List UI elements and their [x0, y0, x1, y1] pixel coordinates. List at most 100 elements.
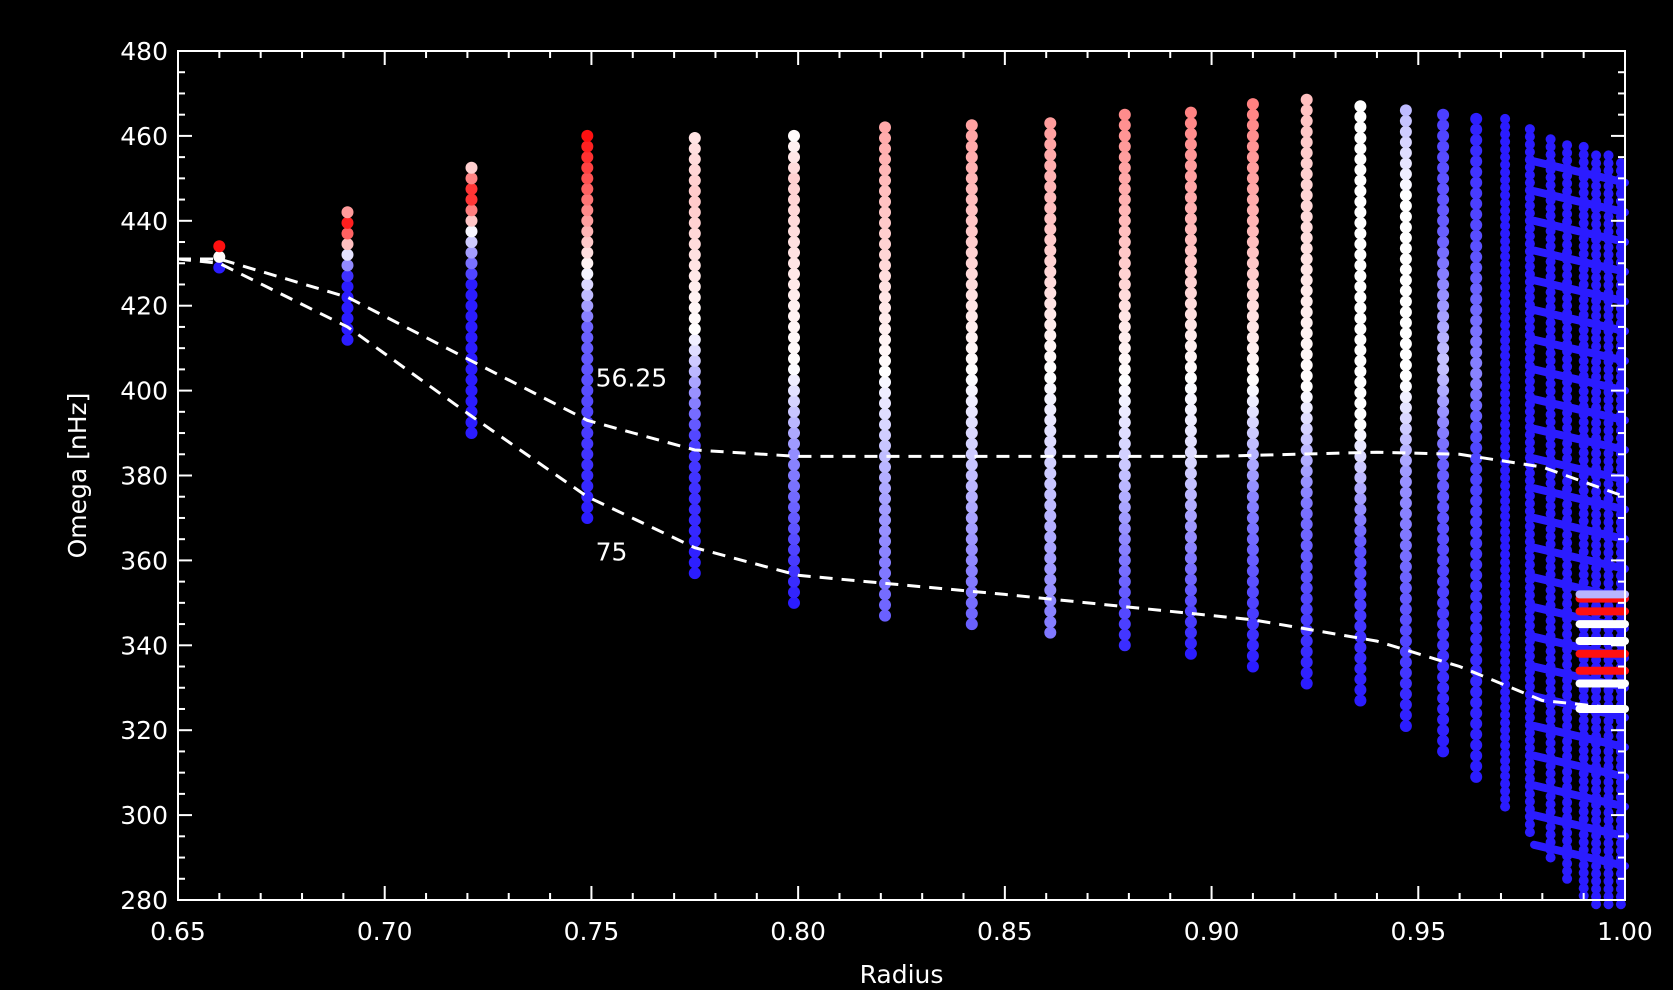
data-point	[1118, 458, 1131, 471]
data-point	[1354, 482, 1367, 495]
data-point	[1615, 547, 1626, 558]
data-point	[1118, 236, 1131, 248]
data-point	[1118, 151, 1131, 164]
surface-streak	[1530, 276, 1629, 306]
data-point	[1562, 682, 1573, 693]
data-point	[465, 427, 478, 439]
data-point	[1399, 327, 1412, 340]
data-point	[688, 238, 701, 251]
data-point	[1354, 545, 1367, 558]
data-point	[688, 153, 701, 166]
data-point	[465, 236, 478, 248]
data-point	[1591, 242, 1602, 253]
data-point	[1603, 570, 1614, 581]
y-tick-labels: 280 300 320 340 360 380 400 420 440 460 480	[120, 37, 168, 915]
data-point	[1500, 740, 1511, 751]
data-point	[1300, 115, 1313, 127]
data-point	[788, 352, 800, 365]
data-point	[1524, 192, 1535, 203]
radius-column	[879, 121, 891, 622]
data-point	[1562, 147, 1573, 158]
data-point	[688, 185, 701, 198]
data-point	[788, 575, 800, 588]
data-point	[1603, 158, 1614, 169]
data-point	[1044, 138, 1057, 151]
data-point	[688, 461, 701, 473]
data-point	[1300, 475, 1313, 488]
data-point	[1470, 240, 1483, 253]
data-point	[1399, 231, 1412, 244]
data-point	[1500, 389, 1511, 399]
data-point	[1524, 796, 1535, 807]
data-point	[1615, 372, 1626, 382]
data-point	[965, 342, 978, 355]
data-point	[1524, 231, 1535, 242]
data-point	[1354, 323, 1367, 335]
data-point	[1545, 355, 1556, 366]
data-point	[1500, 136, 1511, 147]
data-point	[788, 554, 800, 567]
data-point	[581, 427, 594, 439]
data-point	[965, 554, 978, 567]
data-point	[1562, 858, 1573, 869]
data-point	[1246, 289, 1259, 302]
data-point	[581, 299, 594, 312]
data-point	[965, 596, 978, 609]
data-point	[1500, 641, 1511, 652]
surface-streak	[1530, 187, 1629, 217]
data-point	[1044, 329, 1057, 342]
data-point	[965, 458, 978, 471]
data-point	[965, 480, 978, 493]
data-point	[1470, 558, 1483, 571]
data-point	[1603, 509, 1614, 520]
radius-column	[1545, 134, 1556, 863]
data-point	[1591, 692, 1602, 703]
data-point	[1578, 363, 1589, 374]
data-point	[1437, 257, 1450, 270]
data-point	[1615, 524, 1626, 535]
data-point	[1591, 777, 1602, 787]
data-point	[1399, 263, 1412, 276]
data-point	[788, 458, 800, 471]
data-point	[1437, 660, 1450, 673]
data-point	[1246, 405, 1259, 418]
surface-streak	[1530, 840, 1629, 871]
data-point	[1545, 623, 1556, 634]
data-point	[1524, 376, 1535, 387]
data-point	[879, 545, 891, 558]
radius-column	[1399, 104, 1412, 732]
data-point	[879, 577, 891, 590]
data-point	[788, 384, 800, 397]
data-point	[1545, 806, 1556, 817]
contour-line	[178, 257, 1626, 499]
data-point	[1399, 412, 1412, 425]
data-point	[1615, 433, 1626, 444]
data-point	[1354, 683, 1367, 696]
data-point	[1246, 267, 1259, 280]
data-point	[788, 246, 800, 259]
data-point	[1470, 282, 1483, 295]
data-point	[1591, 754, 1602, 765]
x-tick-label: 0.80	[770, 917, 826, 946]
data-point	[1470, 473, 1483, 486]
data-point	[1437, 671, 1450, 684]
data-point	[1246, 596, 1259, 609]
data-point	[1500, 350, 1511, 361]
surface-streak	[1530, 424, 1629, 455]
data-point	[688, 567, 701, 580]
data-point	[1524, 613, 1535, 624]
data-point	[1500, 320, 1511, 331]
data-point	[1300, 635, 1313, 648]
data-point	[1591, 807, 1602, 818]
data-point	[1437, 374, 1450, 386]
data-point	[1399, 518, 1412, 531]
data-point	[1470, 250, 1483, 263]
data-point	[1545, 241, 1556, 252]
data-point	[1399, 253, 1412, 265]
data-point	[1591, 425, 1602, 436]
data-point	[1118, 416, 1131, 429]
data-point	[1044, 531, 1057, 544]
data-point	[1184, 414, 1197, 427]
data-point	[879, 259, 891, 272]
data-point	[1545, 378, 1556, 389]
